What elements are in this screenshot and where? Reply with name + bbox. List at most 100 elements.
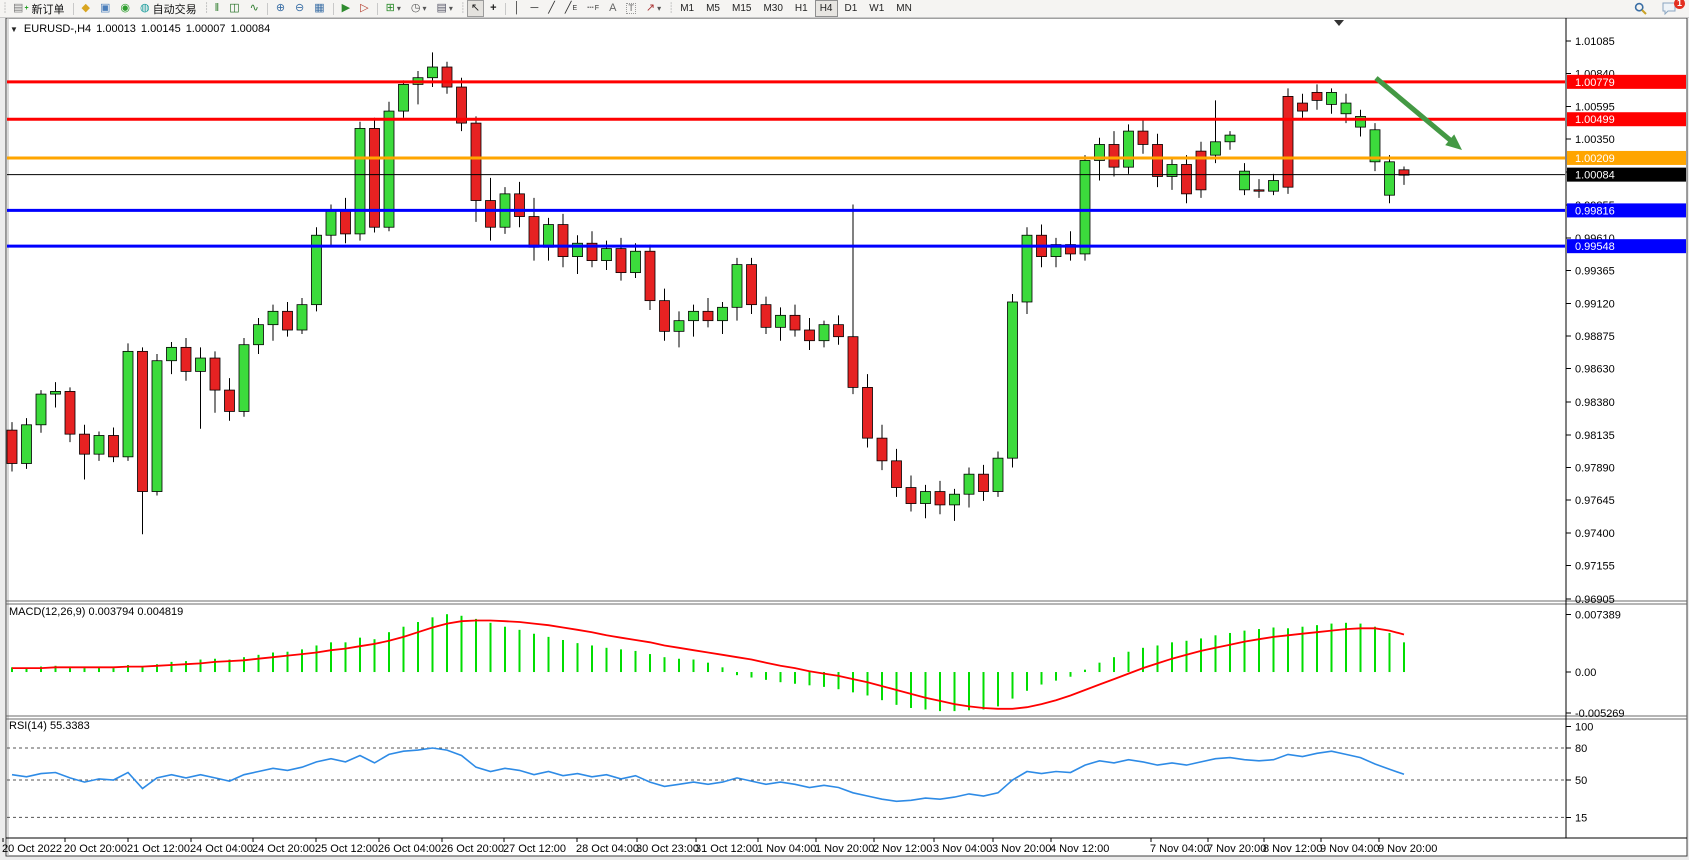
tab-m30[interactable]: M30 [763, 3, 783, 14]
arrows-button[interactable]: ↗ ▾ [642, 0, 665, 17]
chat-button[interactable]: 1 [1658, 0, 1685, 17]
time-label: 21 Oct 12:00 [127, 843, 190, 855]
tab-w1[interactable]: W1 [869, 3, 885, 14]
line-chart-icon: ∿ [249, 2, 259, 14]
candle-body [514, 193, 525, 217]
tab-mn[interactable]: MN [896, 3, 912, 14]
macd-histogram-bar [1229, 632, 1231, 673]
time-label: 9 Nov 20:00 [1378, 843, 1437, 855]
macd-histogram-bar [330, 642, 332, 673]
macd-histogram-bar [112, 668, 115, 673]
signals-button[interactable]: ◉ [116, 0, 134, 17]
macd-histogram-bar [953, 672, 956, 712]
macd-histogram-bar [678, 658, 680, 673]
tab-m5[interactable]: M5 [706, 3, 720, 14]
macd-histogram-bar [1026, 672, 1028, 691]
vertical-line-button[interactable]: │ [510, 0, 525, 17]
time-label: 31 Oct 12:00 [695, 843, 758, 855]
candle-body [702, 310, 714, 322]
macd-histogram-bar [315, 645, 318, 673]
macd-histogram-bar [98, 667, 100, 673]
channels-icon: ┄ [587, 2, 594, 14]
periods-icon: ◷ [410, 2, 421, 14]
toolbar-grip[interactable]: ┊ [203, 3, 210, 14]
tab-m1[interactable]: M1 [680, 3, 695, 14]
search-button[interactable] [1630, 0, 1651, 17]
cursor-icon: ↖ [470, 2, 481, 14]
axis-tick-label: 0.97645 [1575, 495, 1615, 507]
time-label: 3 Nov 20:00 [992, 843, 1051, 855]
macd-histogram-bar [1011, 672, 1014, 699]
price-tag-label: 1.00499 [1575, 114, 1615, 126]
macd-histogram-bar [1301, 626, 1304, 673]
high-value: 1.00145 [140, 23, 181, 35]
axis-tick-label: 0.99365 [1575, 266, 1615, 278]
candle-body [369, 128, 380, 228]
zoom-in-button[interactable]: ⊕ [272, 0, 289, 17]
vertical-line-icon: │ [513, 2, 521, 14]
community-button[interactable]: ▣ [96, 0, 114, 17]
macd-histogram-bar [721, 667, 724, 673]
tab-m15[interactable]: M15 [732, 3, 752, 14]
new-order-button[interactable]: ▤ + 新订单 [9, 0, 69, 17]
auto-scroll-button[interactable]: ▶ [338, 0, 354, 17]
time-label: 26 Oct 20:00 [441, 843, 504, 855]
macd-histogram-bar [489, 622, 492, 673]
candle-body [383, 110, 395, 228]
candle-body [586, 242, 598, 261]
symbol-period-label: EURUSD-,H4 [23, 23, 92, 35]
toolbar-grip[interactable]: ┊ [459, 3, 466, 14]
candle-body [833, 324, 844, 338]
candle-body [717, 306, 728, 322]
candle-body [485, 200, 496, 228]
tab-d1[interactable]: D1 [844, 3, 858, 14]
cursor-button[interactable]: ↖ [466, 0, 485, 17]
candle-body [905, 487, 917, 504]
macd-histogram-bar [1098, 662, 1101, 673]
chart-window[interactable] [5, 17, 1688, 857]
chart-shift-marker[interactable] [1334, 20, 1344, 26]
time-label: 7 Nov 20:00 [1207, 843, 1266, 855]
tab-h4[interactable]: H4 [814, 0, 838, 17]
candle-body [93, 435, 105, 455]
indicators-button[interactable]: ⊞ ▾ [382, 0, 405, 17]
macd-histogram-bar [1113, 657, 1115, 673]
candle-body [1094, 144, 1105, 161]
line-chart-button[interactable]: ∿ [246, 0, 263, 17]
channels-sub-label: F [594, 5, 600, 12]
one-click-expander[interactable]: ▼ [10, 25, 18, 34]
templates-button[interactable]: ▤ ▾ [432, 0, 456, 17]
auto-scroll-icon: ▶ [341, 2, 351, 14]
macd-histogram-bar [620, 649, 622, 673]
arrows-icon: ↗ [645, 2, 656, 14]
autotrading-label: 自动交易 [152, 3, 197, 16]
candlestick-chart-button[interactable]: ◫ [225, 0, 243, 17]
chart-shift-button[interactable]: ▷ [356, 0, 372, 17]
candle-body [601, 248, 612, 261]
crosshair-button[interactable]: + [486, 0, 500, 17]
text-label-button[interactable]: T [622, 0, 640, 17]
tab-h1[interactable]: H1 [794, 3, 808, 14]
gold-button[interactable]: ◆ [78, 0, 94, 17]
trendline-button[interactable]: ╱ [544, 0, 559, 17]
candle-body [1050, 244, 1062, 257]
horizontal-line-button[interactable]: ─ [526, 0, 542, 17]
toolbar-grip[interactable]: ┊ [668, 3, 674, 14]
tile-windows-button[interactable]: ▦ [310, 0, 328, 17]
bar-chart-button[interactable]: ‖ [211, 0, 224, 17]
trend-arrow[interactable] [1374, 76, 1456, 146]
channels-button[interactable]: ┄ F [583, 0, 603, 17]
open-value: 1.00013 [96, 23, 136, 35]
templates-icon: ▤ [436, 2, 447, 14]
text-button[interactable]: A [605, 0, 620, 17]
fibonacci-button[interactable]: ╱ E [561, 0, 581, 17]
toolbar-grip[interactable]: ┊ [2, 3, 8, 14]
autotrading-button[interactable]: ◍ 自动交易 [136, 0, 201, 17]
candle-body [804, 329, 815, 342]
periods-button[interactable]: ◷ ▾ [407, 0, 431, 17]
macd-histogram-bar [562, 639, 564, 673]
candle-body [1355, 116, 1366, 128]
candle-body [398, 83, 409, 112]
zoom-out-button[interactable]: ⊖ [291, 0, 308, 17]
